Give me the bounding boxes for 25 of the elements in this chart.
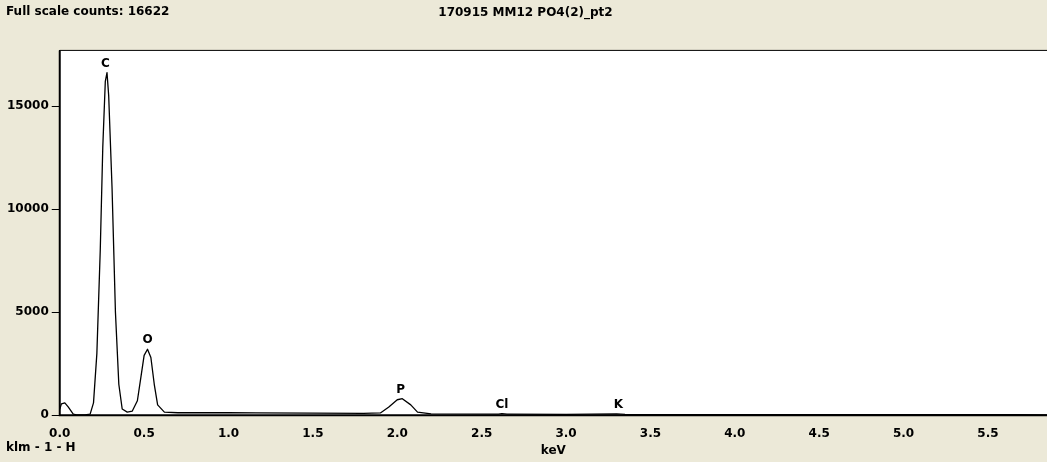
x-tick-label: 5.5: [977, 425, 999, 440]
y-tick-label: 5000: [15, 304, 49, 319]
y-tick-label: 10000: [7, 201, 49, 216]
x-tick-label: 3.0: [555, 425, 577, 440]
x-tick-label: 3.5: [639, 425, 662, 440]
x-tick-label: 4.5: [808, 425, 830, 440]
x-tick-label: 2.0: [386, 425, 408, 440]
annotation: Cl: [495, 396, 509, 411]
text: Full scale counts: 16622: [6, 4, 170, 18]
x-axis-title: keV: [540, 442, 567, 457]
x-tick-label: 0.5: [133, 425, 155, 440]
annotation: P: [396, 381, 406, 396]
x-tick-label: 5.0: [892, 425, 915, 440]
x-tick-label: 1.5: [302, 425, 324, 440]
x-tick-label: 0.0: [49, 425, 71, 440]
annotation: K: [613, 397, 624, 412]
chart-title: 170915 MM12 PO4(2)_pt2: [438, 5, 613, 21]
y-tick-label: 0: [40, 407, 49, 422]
x-tick-label: 2.5: [471, 425, 493, 440]
y-tick-label: 15000: [7, 98, 49, 113]
text: klm - 1 - H: [6, 440, 76, 454]
annotation: O: [142, 332, 153, 347]
annotation: C: [100, 55, 110, 70]
x-tick-label: 4.0: [724, 425, 746, 440]
x-tick-label: 1.0: [217, 425, 240, 440]
